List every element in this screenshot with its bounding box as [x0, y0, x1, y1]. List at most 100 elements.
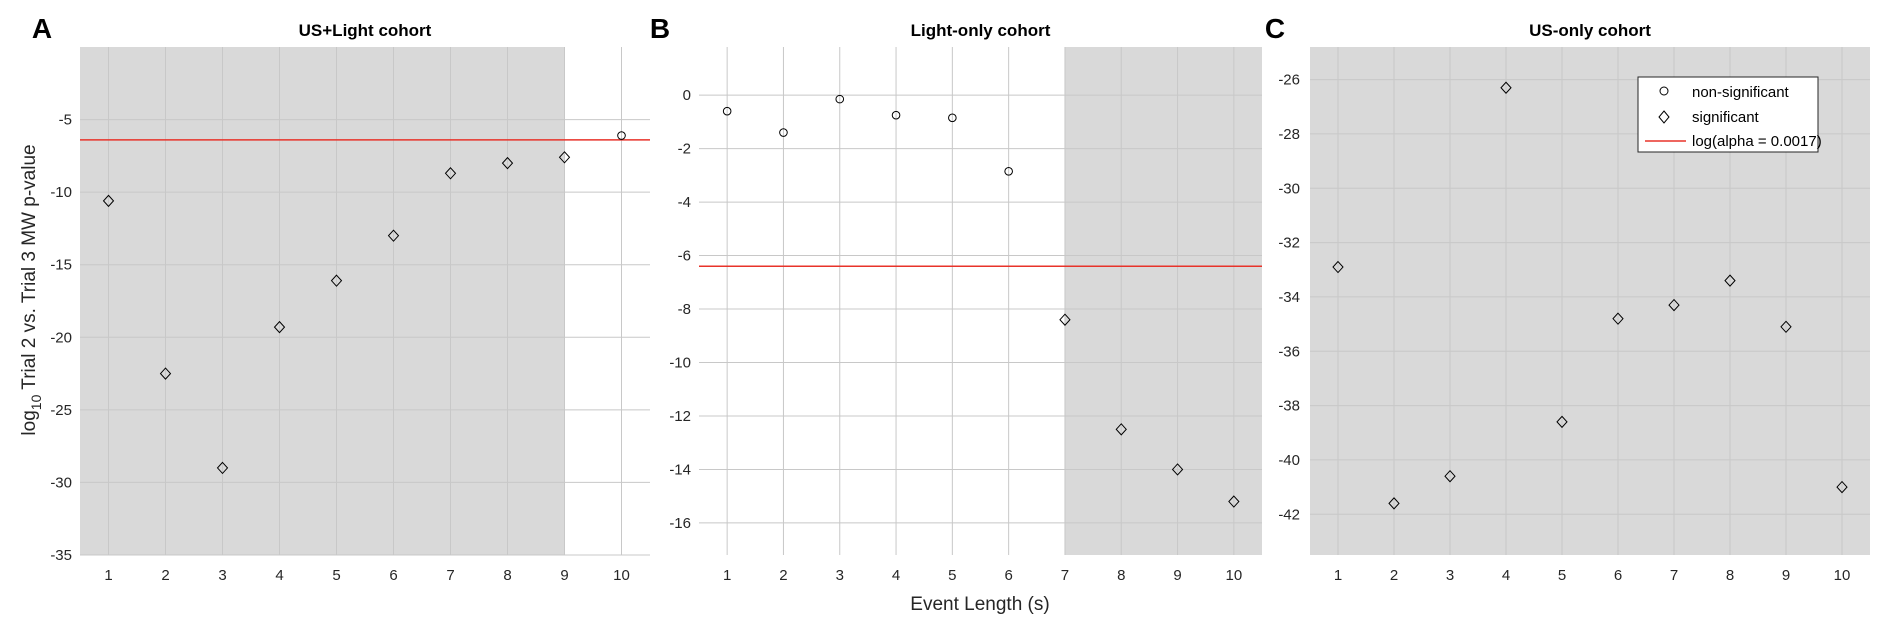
panel-b-ytick-label: -16	[669, 515, 691, 532]
panel-c-point-significant	[1668, 298, 1680, 312]
panel-b-point-significant	[1059, 313, 1071, 326]
panel-a-ytick-label: -10	[50, 184, 72, 201]
panel-a-xtick-label: 3	[218, 567, 226, 584]
panel-c-point-significant	[1724, 274, 1736, 287]
panel-a-ytick-label: -25	[50, 402, 72, 419]
y-axis-label-prefix: log	[19, 410, 40, 435]
panel-c-xtick-label: 1	[1334, 567, 1342, 584]
panel-c-ytick-label: -32	[1278, 235, 1300, 252]
legend-item-alpha: log(alpha = 0.0017)	[1645, 133, 1822, 150]
panel-a-xtick-label: 7	[446, 567, 454, 584]
panel-a-xtick-label: 10	[613, 567, 630, 584]
panel-b-ytick-label: -4	[678, 194, 691, 211]
panel-a-point-significant	[273, 320, 286, 334]
y-axis-label: log10 Trial 2 vs. Trial 3 MW p-value	[19, 144, 44, 435]
panel-a-xtick-label: 5	[332, 567, 340, 584]
panel-c-ytick-label: -34	[1278, 289, 1300, 306]
panel-a-point-significant	[501, 156, 514, 170]
panel-c-title: US-only cohort	[1529, 21, 1651, 40]
panel-c-xtick-label: 6	[1614, 567, 1622, 584]
panel-a-ytick-label: -30	[50, 474, 72, 491]
panel-a-ytick-label: -35	[50, 547, 72, 564]
panel-a-ytick-label: -15	[50, 257, 72, 274]
panel-b-ytick-label: 0	[683, 87, 691, 104]
panel-b-ytick-label: -10	[669, 354, 691, 371]
panel-a-point-significant	[159, 367, 172, 380]
panel-a-point-significant	[102, 194, 115, 208]
panel-b-xtick-label: 6	[1004, 567, 1012, 584]
panel-a-title: US+Light cohort	[299, 21, 432, 40]
panel-a-point-non-significant	[617, 131, 626, 140]
panel-a-point-significant	[444, 167, 457, 180]
panel-b-ytick-label: -2	[678, 141, 691, 158]
panel-c-ytick-label: -40	[1278, 452, 1300, 469]
panel-b-point-non-significant	[948, 113, 957, 123]
panel-b-shaded-region	[1064, 47, 1262, 555]
panel-c-point-significant	[1612, 312, 1624, 325]
panel-c-xtick-label: 3	[1446, 567, 1454, 584]
panel-b-point-significant	[1228, 495, 1240, 508]
panel-b-point-non-significant	[779, 128, 788, 137]
panel-a-xtick-label: 2	[161, 567, 169, 584]
panel-c-xtick-label: 9	[1782, 567, 1790, 584]
panel-c-ytick-label: -36	[1278, 343, 1300, 360]
legend-label-significant: significant	[1692, 109, 1760, 126]
panel-b-grid	[699, 47, 1262, 555]
panel-b-ytick-label: -8	[678, 301, 691, 318]
panel-b-ytick-label: -6	[678, 248, 691, 265]
panel-a-xtick-label: 6	[389, 567, 397, 584]
panel-a: 1 2 3 4 5 6 7 8 9 10 -35 -30 -25 -20 -15 -10 -5 US+Light …	[32, 13, 650, 584]
panel-b-point-non-significant	[835, 94, 845, 104]
panel-c-ytick-label: -38	[1278, 398, 1300, 415]
panel-b-ytick-label: -12	[669, 408, 691, 425]
y-axis-label-rest: Trial 2 vs. Trial 3 MW p-value	[19, 144, 40, 394]
panel-c-letter: C	[1265, 13, 1285, 44]
panel-a-point-significant	[558, 151, 571, 164]
panel-b-xtick-label: 5	[948, 567, 956, 584]
panel-b-xtick-label: 10	[1226, 567, 1243, 584]
panel-b-title: Light-only cohort	[911, 21, 1051, 40]
legend-item-significant: significant	[1658, 109, 1760, 126]
panel-a-ytick-label: -5	[59, 112, 72, 129]
x-axis-label: Event Length (s)	[910, 594, 1049, 615]
panel-c-xtick-label: 2	[1390, 567, 1398, 584]
panel-c-point-significant	[1332, 260, 1344, 274]
panel-c-xtick-label: 8	[1726, 567, 1734, 584]
panel-c-grid	[1310, 47, 1870, 555]
panel-b-point-significant	[1115, 423, 1127, 436]
panel-b-ytick-label: -14	[669, 461, 691, 478]
y-axis-label-subscript: 10	[28, 394, 44, 410]
panel-b-point-non-significant	[1004, 167, 1013, 176]
panel-a-xtick-label: 9	[560, 567, 568, 584]
panel-c-ytick-label: -42	[1278, 506, 1300, 523]
panel-c-point-significant	[1836, 480, 1848, 494]
legend-diamond-marker	[1658, 110, 1670, 124]
panel-a-point-significant	[216, 461, 229, 475]
panel-c-xtick-label: 10	[1834, 567, 1851, 584]
panel-a-xtick-label: 1	[104, 567, 112, 584]
legend: non-significant significant log(alpha = …	[1637, 76, 1822, 153]
legend-label-alpha: log(alpha = 0.0017)	[1692, 133, 1822, 150]
panel-a-ytick-label: -20	[50, 329, 72, 346]
panel-c-point-significant	[1444, 469, 1456, 483]
panel-a-letter: A	[32, 13, 52, 44]
panel-a-point-significant	[387, 229, 400, 242]
panel-c-ytick-label: -30	[1278, 180, 1300, 197]
panel-b-point-significant	[1171, 463, 1184, 476]
panel-b-point-non-significant	[891, 110, 901, 120]
panel-b-xtick-label: 2	[779, 567, 787, 584]
panel-b: 1 2 3 4 5 6 7 8 9 10 -16 -14 -12 -10 -8 -6 -4 -2 0 Light-on…	[650, 13, 1262, 584]
panel-b-xtick-label: 4	[892, 567, 900, 584]
panel-b-xtick-label: 8	[1117, 567, 1125, 584]
panel-a-grid	[80, 47, 650, 556]
panel-b-xtick-label: 7	[1061, 567, 1069, 584]
panel-c-point-significant	[1780, 320, 1792, 334]
panel-c-point-significant	[1556, 415, 1568, 429]
legend-item-non-significant: non-significant	[1659, 84, 1790, 101]
panels: 1 2 3 4 5 6 7 8 9 10-35-30-25-20-15-10-5US+Light …	[32, 13, 1870, 584]
panel-b-xtick-label: 9	[1173, 567, 1181, 584]
panel-b-xtick-label: 1	[723, 567, 731, 584]
panel-c-point-significant	[1388, 497, 1400, 510]
panel-b-letter: B	[650, 13, 670, 44]
